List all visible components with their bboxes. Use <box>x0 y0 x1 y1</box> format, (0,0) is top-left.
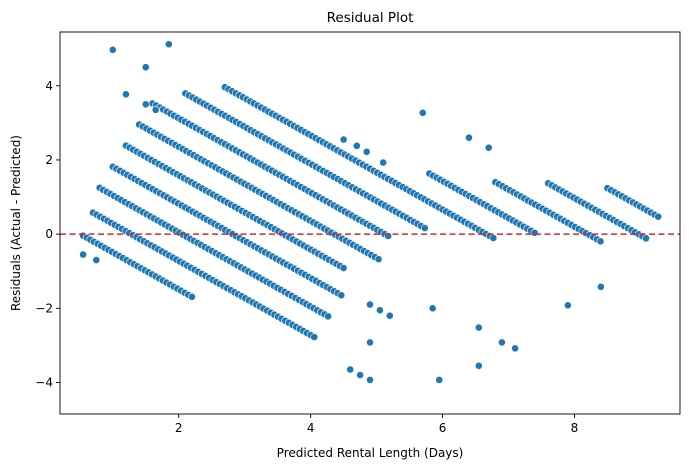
scatter-point <box>474 361 483 370</box>
scatter-point <box>366 375 374 384</box>
scatter-point <box>346 365 355 374</box>
scatter-point <box>324 312 333 321</box>
scatter-points <box>79 40 663 384</box>
scatter-point <box>151 105 160 114</box>
scatter-point <box>339 264 348 272</box>
y-axis: −4 −2 0 2 4 <box>35 79 60 389</box>
scatter-point <box>511 344 520 353</box>
scatter-point <box>435 375 444 384</box>
scatter-point <box>596 282 605 291</box>
scatter-point <box>596 237 605 246</box>
scatter-point <box>310 333 319 341</box>
scatter-point <box>563 301 572 310</box>
scatter-point <box>366 300 374 309</box>
scatter-point <box>92 256 101 264</box>
scatter-point <box>428 304 437 313</box>
scatter-point <box>465 133 473 142</box>
scatter-point <box>362 147 371 156</box>
scatter-point <box>489 234 498 242</box>
scatter-point <box>141 63 150 72</box>
chart-title: Residual Plot <box>327 10 414 26</box>
scatter-point <box>141 100 150 109</box>
scatter-point <box>379 158 388 167</box>
scatter-point <box>642 234 650 243</box>
y-tick-label: 2 <box>45 153 53 167</box>
scatter-point <box>654 212 663 221</box>
scatter-point <box>337 291 346 300</box>
y-tick-label: 4 <box>45 79 53 93</box>
scatter-point <box>366 338 374 347</box>
scatter-point <box>474 323 483 332</box>
scatter-point <box>530 228 539 237</box>
scatter-point <box>385 311 394 320</box>
scatter-point <box>498 338 506 347</box>
x-axis-title: Predicted Rental Length (Days) <box>277 446 464 460</box>
y-axis-title: Residuals (Actual - Predicted) <box>9 135 23 311</box>
scatter-point <box>484 143 493 152</box>
scatter-point <box>108 45 117 54</box>
x-tick-label: 4 <box>307 421 315 435</box>
y-tick-label: −4 <box>35 375 53 389</box>
scatter-point <box>164 40 173 49</box>
scatter-point <box>420 224 429 232</box>
scatter-point <box>356 371 365 379</box>
scatter-point <box>339 135 348 144</box>
x-axis: 2 4 6 8 <box>175 414 578 435</box>
scatter-point <box>352 141 361 150</box>
y-tick-label: 0 <box>45 227 53 241</box>
x-tick-label: 2 <box>175 421 183 435</box>
scatter-point <box>188 292 196 301</box>
scatter-point <box>418 108 427 117</box>
x-tick-label: 8 <box>571 421 579 435</box>
scatter-point <box>374 255 383 264</box>
scatter-point <box>375 306 384 315</box>
plot-area-frame <box>59 31 681 415</box>
scatter-point <box>122 90 130 99</box>
x-tick-label: 6 <box>439 421 447 435</box>
y-tick-label: −2 <box>35 301 53 315</box>
scatter-point <box>79 250 87 259</box>
